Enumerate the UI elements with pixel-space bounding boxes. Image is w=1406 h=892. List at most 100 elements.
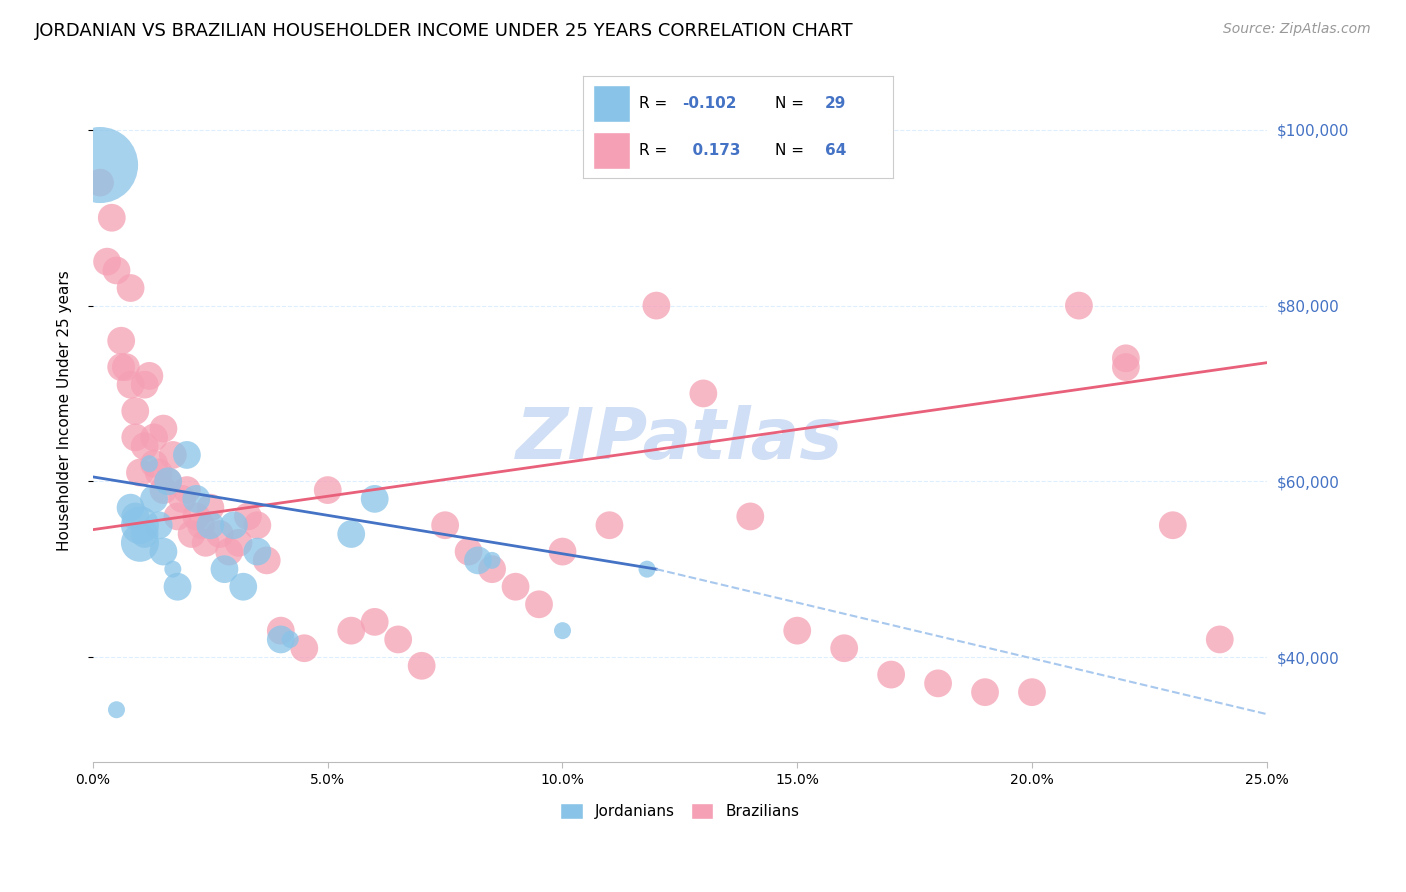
Point xyxy=(129,466,152,480)
Point xyxy=(481,553,503,567)
Point xyxy=(218,544,240,558)
Point xyxy=(481,562,503,576)
Point xyxy=(162,448,184,462)
Point xyxy=(120,377,142,392)
Point xyxy=(598,518,620,533)
Point xyxy=(551,624,574,638)
Point xyxy=(256,553,278,567)
Point xyxy=(278,632,301,647)
Point xyxy=(364,615,387,629)
Point xyxy=(786,624,808,638)
Point xyxy=(134,439,156,453)
Text: 64: 64 xyxy=(825,144,846,158)
Point xyxy=(1115,360,1137,375)
Point xyxy=(152,421,174,435)
Point xyxy=(246,544,269,558)
Point xyxy=(467,553,489,567)
Point xyxy=(124,404,146,418)
Point xyxy=(340,624,363,638)
Text: 0.173: 0.173 xyxy=(682,144,741,158)
Point xyxy=(186,491,208,506)
Point xyxy=(110,334,132,348)
Point xyxy=(1115,351,1137,366)
Point xyxy=(143,491,166,506)
Point xyxy=(232,580,254,594)
Y-axis label: Householder Income Under 25 years: Householder Income Under 25 years xyxy=(58,270,72,551)
Point xyxy=(340,527,363,541)
Point xyxy=(832,641,855,656)
Point xyxy=(148,518,170,533)
Point xyxy=(527,597,550,611)
Point xyxy=(411,658,433,673)
Point xyxy=(124,509,146,524)
Point xyxy=(143,457,166,471)
Point xyxy=(636,562,658,576)
Point xyxy=(120,500,142,515)
Legend: Jordanians, Brazilians: Jordanians, Brazilians xyxy=(554,797,806,825)
Point xyxy=(176,448,198,462)
Point xyxy=(645,299,668,313)
Point xyxy=(200,500,222,515)
Point xyxy=(101,211,124,225)
Point xyxy=(157,475,180,489)
Point xyxy=(292,641,315,656)
Point xyxy=(166,509,188,524)
Point xyxy=(1161,518,1184,533)
Point xyxy=(166,580,188,594)
Point xyxy=(214,562,236,576)
Point xyxy=(692,386,714,401)
Point xyxy=(105,263,128,277)
Bar xyxy=(593,132,630,169)
Text: N =: N = xyxy=(775,144,808,158)
Bar xyxy=(593,85,630,122)
Point xyxy=(152,544,174,558)
Point xyxy=(152,483,174,497)
Text: R =: R = xyxy=(640,144,672,158)
Point xyxy=(387,632,409,647)
Point xyxy=(138,368,160,383)
Point xyxy=(270,632,292,647)
Point xyxy=(880,667,903,681)
Point xyxy=(505,580,527,594)
Point xyxy=(190,518,212,533)
Point xyxy=(134,377,156,392)
Text: R =: R = xyxy=(640,96,672,111)
Point xyxy=(434,518,457,533)
Point xyxy=(457,544,479,558)
Point xyxy=(89,176,111,190)
Text: JORDANIAN VS BRAZILIAN HOUSEHOLDER INCOME UNDER 25 YEARS CORRELATION CHART: JORDANIAN VS BRAZILIAN HOUSEHOLDER INCOM… xyxy=(35,22,853,40)
Point xyxy=(200,518,222,533)
Point xyxy=(138,457,160,471)
Text: Source: ZipAtlas.com: Source: ZipAtlas.com xyxy=(1223,22,1371,37)
Text: 29: 29 xyxy=(825,96,846,111)
Text: -0.102: -0.102 xyxy=(682,96,737,111)
Point xyxy=(270,624,292,638)
Point xyxy=(740,509,762,524)
Point xyxy=(927,676,949,690)
Point xyxy=(134,527,156,541)
Point xyxy=(157,475,180,489)
Point xyxy=(1021,685,1043,699)
Point xyxy=(143,430,166,444)
Point xyxy=(228,536,250,550)
Point xyxy=(974,685,997,699)
Point xyxy=(1067,299,1090,313)
Point xyxy=(364,491,387,506)
Point xyxy=(129,536,152,550)
Point xyxy=(148,466,170,480)
Point xyxy=(162,562,184,576)
Point xyxy=(316,483,339,497)
Point xyxy=(236,509,259,524)
Point xyxy=(105,703,128,717)
Point xyxy=(115,360,138,375)
Point xyxy=(129,518,152,533)
Text: ZIPatlas: ZIPatlas xyxy=(516,405,844,474)
Point xyxy=(172,491,194,506)
Point xyxy=(551,544,574,558)
Point xyxy=(1209,632,1232,647)
Point xyxy=(246,518,269,533)
Point xyxy=(120,281,142,295)
Point xyxy=(222,518,245,533)
Point xyxy=(96,254,118,268)
Point xyxy=(186,509,208,524)
